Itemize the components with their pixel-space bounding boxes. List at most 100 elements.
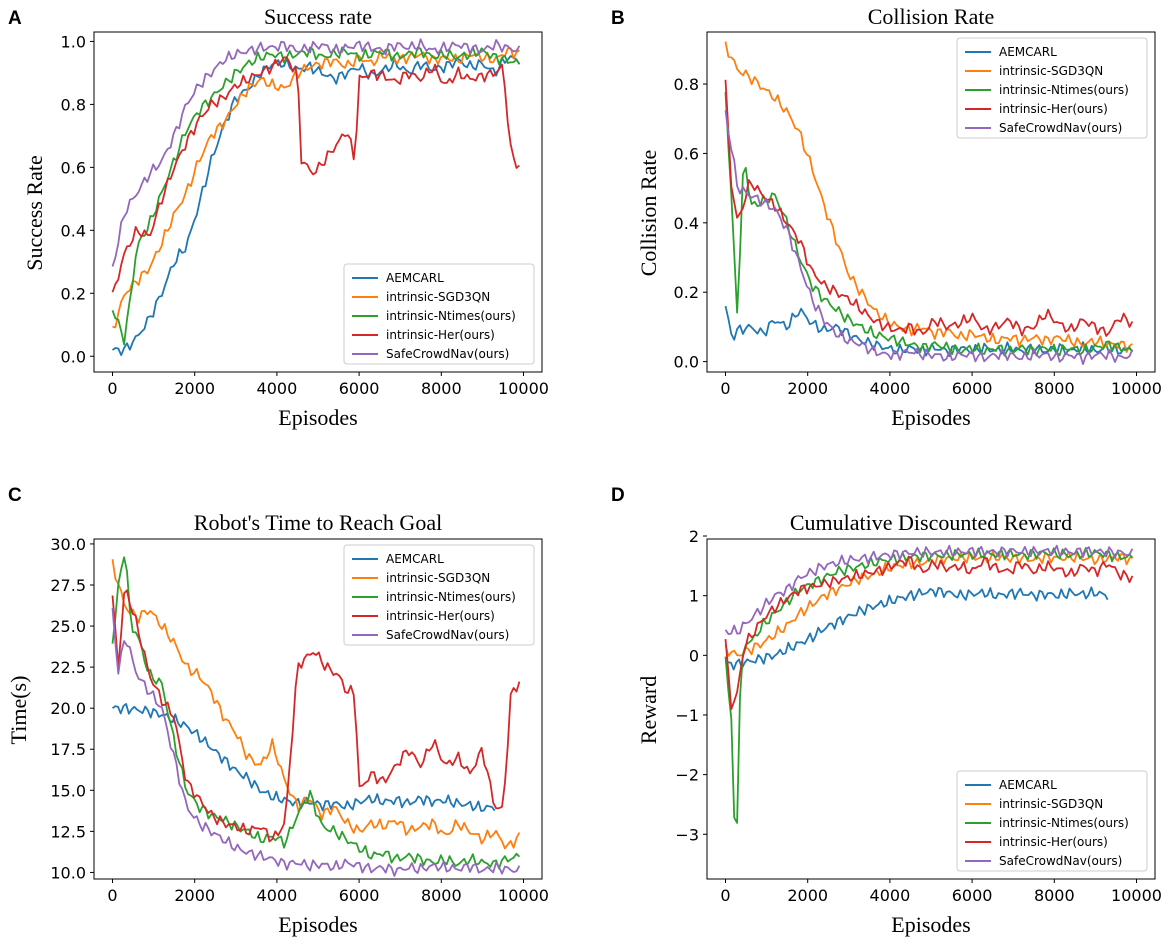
legend-label-d: intrinsic-Ntimes(ours) bbox=[999, 816, 1129, 830]
legend-label-d: intrinsic-Her(ours) bbox=[999, 835, 1108, 849]
panel-letter-a: A bbox=[8, 8, 22, 29]
series-line-a bbox=[111, 46, 521, 346]
x-tick-label-a: 0 bbox=[107, 379, 117, 398]
plot-frame-b bbox=[706, 31, 1156, 373]
series-line-c bbox=[111, 559, 521, 850]
panel-c: C Robot's Time to Reach Goal Episodes Ti… bbox=[6, 485, 549, 937]
chart-title-d: Cumulative Discounted Reward bbox=[790, 510, 1072, 535]
y-tick-label-c: 17.5 bbox=[50, 740, 86, 759]
y-tick-label-b: 0.6 bbox=[674, 144, 699, 163]
legend-label-b: AEMCARL bbox=[999, 45, 1057, 59]
x-tick-label-d: 2000 bbox=[787, 886, 828, 905]
x-tick-label-b: 2000 bbox=[787, 379, 828, 398]
y-axis-label-a: Success Rate bbox=[22, 155, 47, 270]
x-axis-label-b: Episodes bbox=[891, 405, 970, 430]
y-tick-label-b: 0.2 bbox=[674, 283, 699, 302]
legend-label-b: intrinsic-SGD3QN bbox=[999, 64, 1103, 78]
x-tick-label-d: 4000 bbox=[870, 886, 911, 905]
x-tick-label-a: 10000 bbox=[498, 379, 549, 398]
y-axis-label-d: Reward bbox=[636, 676, 661, 744]
legend-d bbox=[956, 770, 1148, 872]
x-tick-label-a: 6000 bbox=[339, 379, 380, 398]
panel-a: A Success rate Episodes Success Rate 0 20… bbox=[8, 4, 549, 430]
legend-label-c: intrinsic-SGD3QN bbox=[386, 571, 490, 585]
series-line-a bbox=[112, 47, 520, 329]
y-tick-label-a: 0.2 bbox=[61, 284, 86, 303]
panel-d: D Cumulative Discounted Reward Episodes … bbox=[611, 485, 1162, 937]
x-tick-label-b: 8000 bbox=[1034, 379, 1075, 398]
x-tick-label-c: 0 bbox=[107, 886, 117, 905]
chart-title-b: Collision Rate bbox=[868, 4, 995, 29]
x-tick-label-b: 10000 bbox=[1111, 379, 1162, 398]
y-tick-label-c: 10.0 bbox=[50, 863, 86, 882]
legend-label-a: intrinsic-SGD3QN bbox=[386, 290, 490, 304]
series-line-c bbox=[111, 556, 521, 870]
x-tick-label-a: 4000 bbox=[257, 379, 298, 398]
legend-label-a: SafeCrowdNav(ours) bbox=[386, 347, 509, 361]
y-tick-label-c: 20.0 bbox=[50, 699, 86, 718]
y-tick-label-d: −1 bbox=[675, 706, 699, 725]
x-tick-label-d: 0 bbox=[720, 886, 730, 905]
y-tick-label-d: 2 bbox=[689, 527, 699, 546]
y-tick-label-c: 30.0 bbox=[50, 535, 86, 554]
plot-frame-d bbox=[706, 538, 1156, 880]
y-tick-label-c: 25.0 bbox=[50, 617, 86, 636]
legend-label-a: AEMCARL bbox=[386, 271, 444, 285]
legend-label-c: intrinsic-Ntimes(ours) bbox=[386, 590, 516, 604]
x-tick-label-c: 10000 bbox=[498, 886, 549, 905]
series-line-a bbox=[111, 38, 521, 267]
y-tick-label-a: 0.6 bbox=[61, 158, 86, 177]
legend-label-b: intrinsic-Ntimes(ours) bbox=[999, 83, 1129, 97]
legend-label-d: AEMCARL bbox=[999, 778, 1057, 792]
legend-label-b: SafeCrowdNav(ours) bbox=[999, 121, 1122, 135]
x-tick-label-b: 4000 bbox=[870, 379, 911, 398]
legend-label-c: intrinsic-Her(ours) bbox=[386, 609, 495, 623]
y-tick-label-d: 1 bbox=[689, 587, 699, 606]
x-axis-label-a: Episodes bbox=[278, 405, 357, 430]
legend-label-d: intrinsic-SGD3QN bbox=[999, 797, 1103, 811]
x-tick-label-a: 2000 bbox=[174, 379, 215, 398]
x-tick-label-a: 8000 bbox=[421, 379, 462, 398]
y-tick-label-d: −2 bbox=[675, 766, 699, 785]
panel-b: B Collision Rate Episodes Collision Rate… bbox=[611, 4, 1162, 430]
x-tick-label-c: 8000 bbox=[421, 886, 462, 905]
series-line-d bbox=[724, 544, 1134, 635]
y-axis-label-b: Collision Rate bbox=[636, 150, 661, 277]
legend-label-b: intrinsic-Her(ours) bbox=[999, 102, 1108, 116]
panel-letter-d: D bbox=[611, 485, 625, 506]
x-tick-label-d: 6000 bbox=[952, 886, 993, 905]
series-line-c bbox=[111, 589, 521, 843]
x-axis-label-d: Episodes bbox=[891, 912, 970, 937]
legend-label-d: SafeCrowdNav(ours) bbox=[999, 854, 1122, 868]
panel-letter-b: B bbox=[611, 8, 625, 29]
x-tick-label-d: 8000 bbox=[1034, 886, 1075, 905]
plot-frame-c bbox=[93, 538, 543, 880]
series-line-a bbox=[111, 56, 520, 293]
series-line-d bbox=[724, 586, 1109, 671]
series-line-c bbox=[111, 607, 521, 877]
y-tick-label-d: 0 bbox=[689, 646, 699, 665]
series-line-a bbox=[111, 55, 521, 357]
y-tick-label-a: 0.8 bbox=[61, 95, 86, 114]
x-tick-label-c: 4000 bbox=[257, 886, 298, 905]
legend-b bbox=[956, 37, 1148, 139]
series-line-d bbox=[724, 555, 1134, 711]
y-tick-label-c: 12.5 bbox=[50, 822, 86, 841]
x-axis-label-c: Episodes bbox=[278, 912, 357, 937]
legend-a bbox=[343, 263, 535, 365]
y-tick-label-b: 0.0 bbox=[674, 353, 699, 372]
plot-frame-a bbox=[93, 31, 543, 373]
series-line-b bbox=[724, 79, 1134, 337]
y-tick-label-a: 0.0 bbox=[61, 347, 86, 366]
legend-label-a: intrinsic-Ntimes(ours) bbox=[386, 309, 516, 323]
x-tick-label-c: 6000 bbox=[339, 886, 380, 905]
x-tick-label-b: 6000 bbox=[952, 379, 993, 398]
y-tick-label-d: −3 bbox=[675, 825, 699, 844]
y-tick-label-c: 27.5 bbox=[50, 576, 86, 595]
x-tick-label-c: 2000 bbox=[174, 886, 215, 905]
y-tick-label-c: 15.0 bbox=[50, 781, 86, 800]
y-tick-label-b: 0.8 bbox=[674, 75, 699, 94]
legend-label-a: intrinsic-Her(ours) bbox=[386, 328, 495, 342]
y-tick-label-a: 0.4 bbox=[61, 221, 86, 240]
